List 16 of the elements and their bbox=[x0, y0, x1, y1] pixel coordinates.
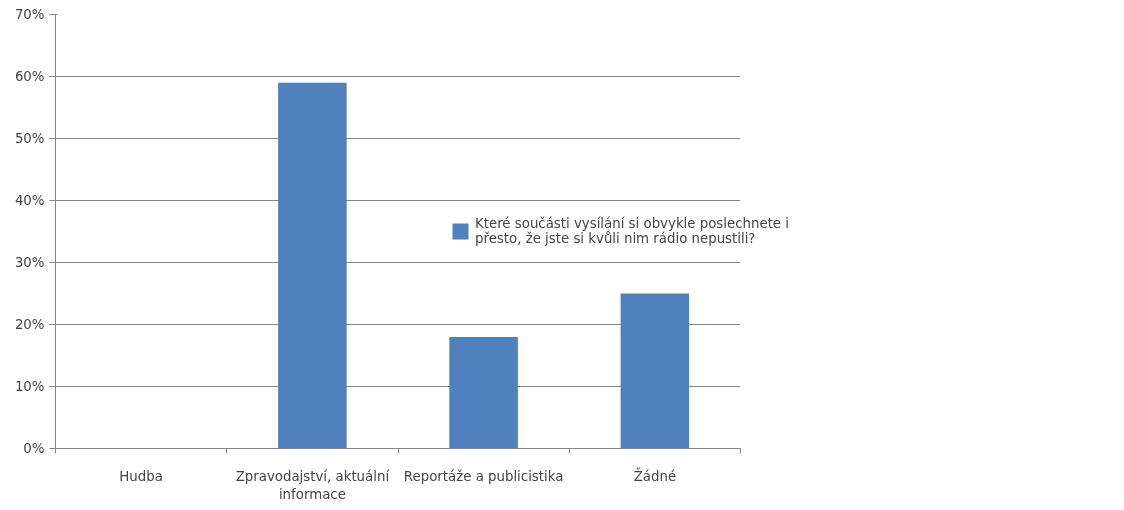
y-tick-label: 50% bbox=[14, 131, 45, 146]
y-tick-label: 60% bbox=[14, 69, 45, 84]
x-tick-label: Reportáže a publicistika bbox=[403, 468, 564, 484]
bar bbox=[278, 82, 347, 449]
y-tick-label: 0% bbox=[23, 441, 45, 456]
bar bbox=[449, 336, 518, 449]
legend-label: Které součásti vysílání si obvykle poslechnete i přesto, že jste si kvůli nim rádio nepustili? bbox=[475, 216, 789, 246]
bar bbox=[620, 293, 690, 449]
y-tick-label: 10% bbox=[14, 379, 45, 394]
y-tick-label: 20% bbox=[14, 317, 45, 332]
x-tick-label: Hudba bbox=[119, 468, 163, 484]
x-tick-label: Žádné bbox=[633, 466, 677, 484]
y-tick-label: 70% bbox=[14, 7, 45, 22]
y-tick-label: 30% bbox=[14, 255, 45, 270]
y-tick-label: 40% bbox=[14, 193, 45, 208]
x-tick-label: Zpravodajství, aktuální informace bbox=[235, 468, 391, 502]
